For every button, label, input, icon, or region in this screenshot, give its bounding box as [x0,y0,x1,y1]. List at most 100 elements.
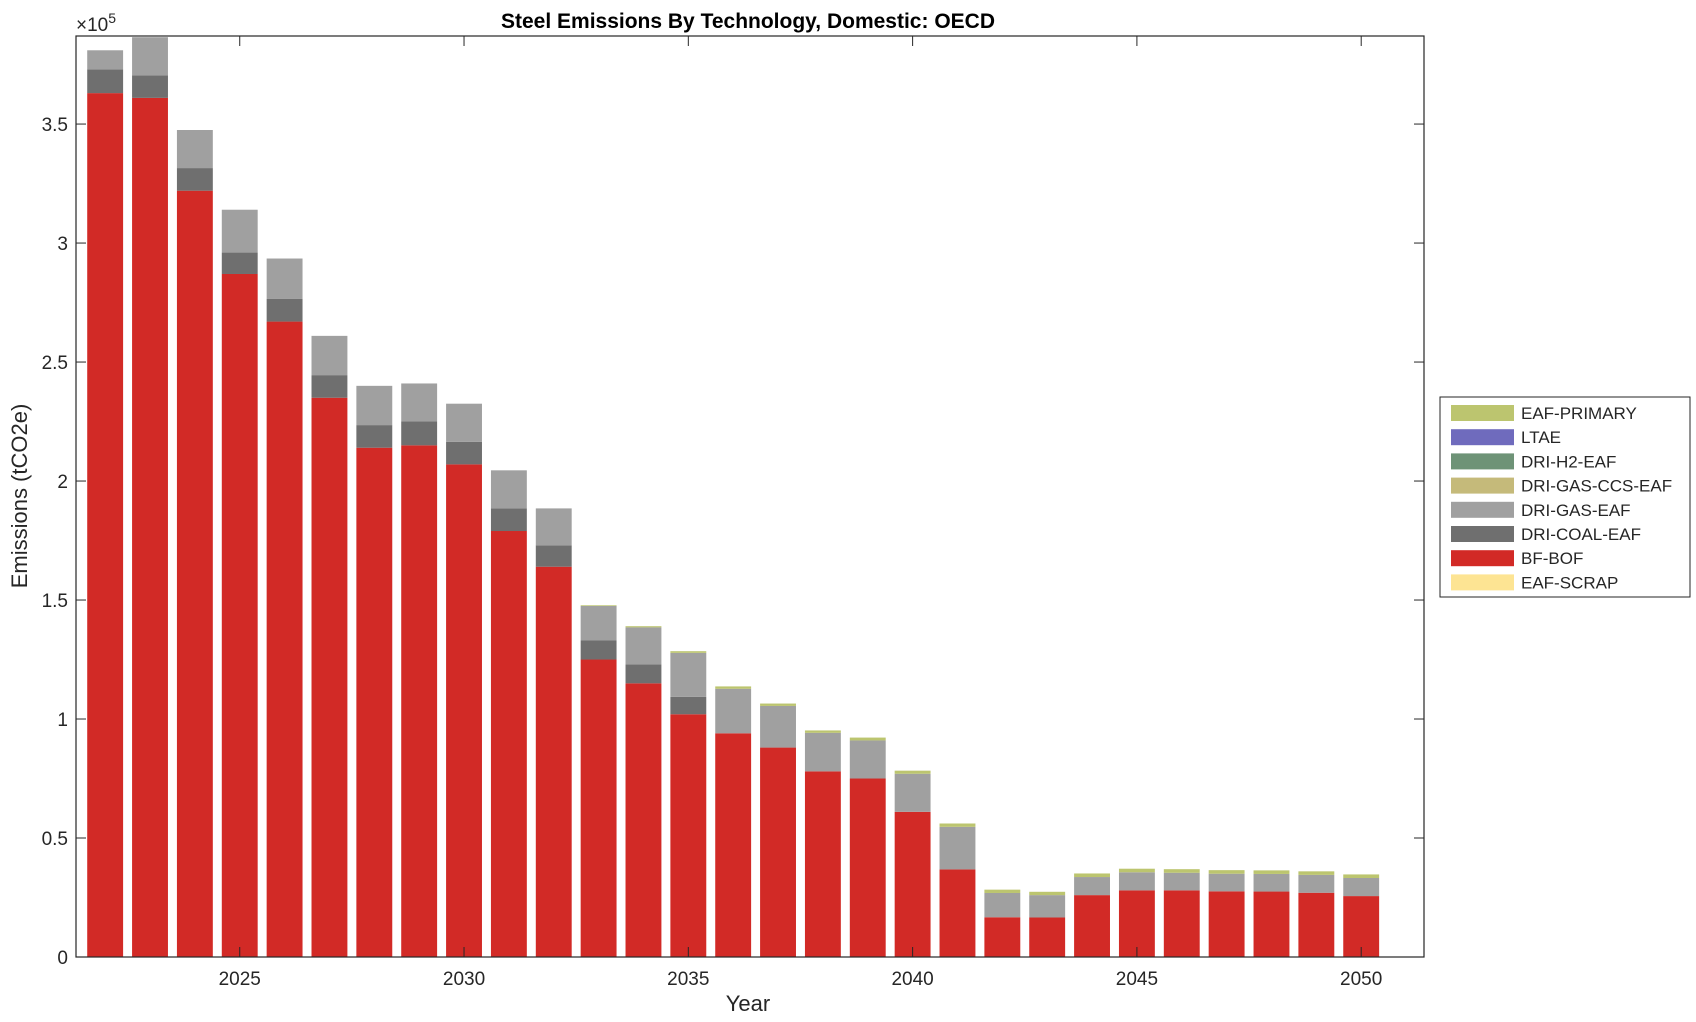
x-tick-label: 2025 [219,969,261,990]
bar-dri-gas-eaf-2031 [490,470,527,509]
bar-bf-bof-2023 [132,97,168,957]
bar-bf-bof-2041 [939,869,976,957]
bar-eaf-primary-2035 [670,651,707,653]
bar-bf-bof-2025 [221,273,258,958]
bar-bf-bof-2029 [401,445,438,957]
x-tick-label: 2035 [667,969,709,990]
bar-bf-bof-2040 [894,811,931,957]
bar-dri-coal-eaf-2026 [266,298,303,322]
bar-dri-gas-eaf-2029 [401,383,438,422]
plot-frame [75,35,1425,958]
bar-eaf-primary-2044 [1074,873,1110,878]
bar-bf-bof-2026 [266,321,303,958]
bar-dri-gas-eaf-2040 [894,773,931,812]
bar-bf-bof-2050 [1343,896,1380,957]
legend-swatch-dri-gas-ccs-eaf [1451,477,1514,494]
y-axis-exponent: ×105 [76,10,116,36]
bar-dri-coal-eaf-2032 [535,545,572,567]
bar-dri-gas-eaf-2025 [221,209,258,253]
bar-eaf-primary-2046 [1163,869,1200,873]
ticks-layer: 2025 2030 2035 2040 2045 2050 0 0.5 1 1.5 2 2.5 3 3.5 [42,36,1424,990]
bar-dri-gas-eaf-2024 [176,130,213,169]
bar-bf-bof-2024 [176,190,213,957]
bar-dri-coal-eaf-2034 [625,664,662,684]
bar-dri-gas-eaf-2045 [1118,872,1155,891]
bar-dri-gas-eaf-2047 [1208,873,1245,892]
bar-dri-coal-eaf-2022 [87,69,124,94]
legend-label-dri-gas-ccs-eaf: DRI-GAS-CCS-EAF [1521,477,1672,496]
legend-label-eaf-scrap: EAF-SCRAP [1521,573,1618,592]
axes-layer [75,35,1425,958]
bar-dri-gas-eaf-2027 [311,335,348,376]
bar-bf-bof-2044 [1074,895,1110,957]
bar-dri-gas-eaf-2043 [1029,895,1066,918]
bar-bf-bof-2046 [1163,890,1200,957]
legend-swatch-eaf-primary [1451,405,1514,421]
y-tick-label: 1 [57,710,68,731]
bars-layer [87,37,1380,958]
bar-bf-bof-2049 [1298,892,1335,957]
legend-swatch-bf-bof [1451,550,1514,567]
legend-swatch-dri-coal-eaf [1451,526,1514,542]
bar-bf-bof-2038 [804,771,841,957]
bar-dri-gas-eaf-2034 [625,627,662,665]
bar-eaf-primary-2041 [939,823,976,827]
bar-bf-bof-2039 [849,778,886,957]
x-tick-label: 2040 [891,969,933,990]
bar-dri-gas-eaf-2044 [1074,877,1110,896]
bar-eaf-primary-2034 [625,626,662,628]
bar-bf-bof-2037 [760,747,796,957]
y-axis-exponent-base: ×10 [76,15,108,36]
bar-dri-coal-eaf-2025 [221,252,258,274]
bar-dri-gas-eaf-2046 [1163,872,1200,891]
bar-bf-bof-2047 [1208,891,1245,957]
bar-eaf-primary-2036 [715,686,752,689]
y-tick-label: 0 [57,948,68,969]
bar-dri-coal-eaf-2023 [132,75,168,98]
bar-dri-gas-eaf-2022 [87,50,124,70]
bar-dri-coal-eaf-2030 [446,441,482,465]
bar-bf-bof-2028 [356,447,393,957]
legend-swatch-eaf-scrap [1451,574,1514,591]
bar-bf-bof-2043 [1029,917,1066,957]
legend-label-dri-coal-eaf: DRI-COAL-EAF [1521,525,1641,544]
bar-dri-coal-eaf-2024 [176,168,213,191]
bar-dri-coal-eaf-2029 [401,421,438,446]
legend-label-eaf-primary: EAF-PRIMARY [1521,404,1637,423]
bar-dri-gas-eaf-2023 [132,37,168,76]
bar-dri-gas-eaf-2032 [535,508,572,546]
legend-label-dri-h2-eaf: DRI-H2-EAF [1521,452,1616,471]
bar-eaf-primary-2033 [580,605,617,606]
y-tick-label: 2.5 [42,353,68,374]
bar-dri-coal-eaf-2031 [490,508,527,532]
bar-eaf-primary-2037 [760,703,796,706]
legend-label-ltae: LTAE [1521,428,1561,447]
bar-bf-bof-2030 [446,464,482,957]
bar-dri-gas-eaf-2039 [849,740,886,779]
bar-eaf-primary-2050 [1343,874,1380,878]
bar-bf-bof-2036 [715,733,752,957]
bar-dri-gas-eaf-2050 [1343,877,1380,897]
x-tick-label: 2045 [1116,969,1158,990]
bar-dri-gas-eaf-2035 [670,652,707,697]
bar-eaf-primary-2048 [1253,870,1290,874]
legend-swatch-ltae [1451,429,1514,446]
y-tick-label: 3 [57,234,68,255]
bar-dri-gas-eaf-2042 [984,892,1021,918]
bar-bf-bof-2034 [625,683,662,957]
bar-bf-bof-2033 [580,659,617,957]
y-axis-exponent-power: 5 [108,10,116,26]
y-tick-label: 0.5 [42,829,68,850]
bar-dri-gas-eaf-2030 [446,403,482,442]
bar-bf-bof-2035 [670,714,707,957]
bar-bf-bof-2045 [1118,890,1155,957]
x-tick-label: 2030 [443,969,485,990]
bar-eaf-primary-2042 [984,889,1021,893]
bar-bf-bof-2027 [311,397,348,957]
bar-dri-coal-eaf-2027 [311,375,348,398]
bar-dri-coal-eaf-2033 [580,640,617,660]
bar-bf-bof-2032 [535,566,572,957]
bar-dri-gas-eaf-2049 [1298,874,1335,893]
bar-dri-gas-eaf-2033 [580,605,617,641]
legend-label-bf-bof: BF-BOF [1521,549,1583,568]
